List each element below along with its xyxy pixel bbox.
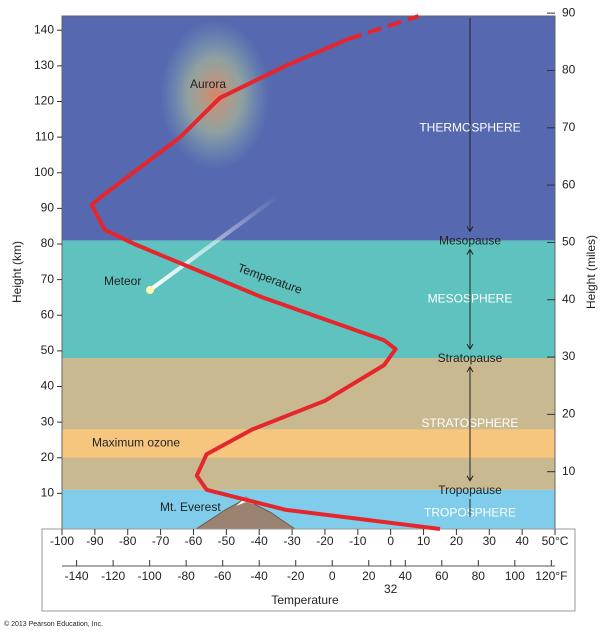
y2-tick-label: 50: [562, 235, 576, 249]
copyright: © 2013 Pearson Education, Inc.: [4, 620, 103, 628]
y-tick-label: 20: [41, 450, 55, 464]
aurora-label: Aurora: [190, 77, 226, 91]
x-tick-label: -30: [283, 534, 301, 548]
x2-tick-label: -100: [138, 569, 162, 583]
x-tick-label: -40: [251, 534, 269, 548]
y-tick-label: 120: [34, 94, 54, 108]
y-tick-label: 40: [41, 379, 55, 393]
x-tick-label: -90: [86, 534, 104, 548]
y-tick-label: 50: [41, 343, 55, 357]
aurora-glow: [160, 20, 270, 170]
y-tick-label: 60: [41, 307, 55, 321]
y-tick-label: 70: [41, 272, 55, 286]
y2-tick-label: 40: [562, 292, 576, 306]
y2-tick-label: 70: [562, 120, 576, 134]
x-tick-label: -20: [316, 534, 334, 548]
x2-tick-label: 0: [329, 569, 336, 583]
x-tick-label: 30: [483, 534, 497, 548]
x-tick-label: 40: [515, 534, 529, 548]
meteor-head: [146, 286, 154, 294]
x-tick-label: 20: [450, 534, 464, 548]
pause-label: Tropopause: [438, 483, 502, 497]
x-tick-label: -100: [50, 534, 74, 548]
everest-label: Mt. Everest: [160, 500, 221, 514]
y-tick-label: 110: [35, 129, 54, 143]
x2-tick-label: -40: [251, 569, 269, 583]
x-tick-label: -60: [185, 534, 203, 548]
x2-tick-label: 80: [472, 569, 486, 583]
ozone-label: Maximum ozone: [92, 436, 180, 450]
y-tick-label: 140: [34, 22, 54, 36]
y2-tick-label: 90: [562, 5, 576, 19]
x2-tick-label: 20: [362, 569, 376, 583]
y2-axis-label: Height (miles): [584, 235, 598, 309]
y2-tick-label: 20: [562, 407, 576, 421]
x2-tick-label: 32: [384, 582, 398, 596]
chart: Aurora Meteor Temperature Mt. Everest He…: [0, 0, 604, 632]
y-tick-label: 10: [41, 486, 55, 500]
x-axis-label: Temperature: [271, 593, 339, 607]
x2-tick-label: 100: [505, 569, 525, 583]
pause-label: Mesopause: [439, 234, 501, 248]
x-tick-label: 10: [417, 534, 431, 548]
x2-tick-label: 120°F: [535, 569, 567, 583]
y-tick-label: 90: [41, 201, 55, 215]
pause-label: Stratopause: [438, 351, 503, 365]
y2-tick-label: 60: [562, 177, 576, 191]
x-tick-label: 0: [387, 534, 394, 548]
x2-tick-label: -120: [101, 569, 125, 583]
x2-tick-label: -60: [214, 569, 232, 583]
x2-tick-label: 60: [435, 569, 449, 583]
meteor-label: Meteor: [104, 274, 141, 288]
y2-tick-label: 10: [562, 464, 576, 478]
bands: [62, 16, 555, 529]
x-tick-label: -80: [119, 534, 137, 548]
x2-tick-label: -20: [287, 569, 305, 583]
x2-tick-label: 40: [399, 569, 413, 583]
y-axis-label: Height (km): [10, 241, 24, 303]
x-tick-label: 50°C: [542, 534, 569, 548]
y-tick-label: 130: [34, 58, 54, 72]
x-tick-label: -50: [218, 534, 236, 548]
y2-tick-label: 80: [562, 63, 576, 77]
x2-tick-label: -140: [65, 569, 89, 583]
y-tick-label: 30: [41, 414, 55, 428]
x2-tick-label: -80: [177, 569, 195, 583]
y2-tick-label: 30: [562, 349, 576, 363]
x-tick-label: -70: [152, 534, 170, 548]
x-tick-label: -10: [349, 534, 367, 548]
y-tick-label: 80: [41, 236, 55, 250]
y-tick-label: 100: [34, 165, 54, 179]
